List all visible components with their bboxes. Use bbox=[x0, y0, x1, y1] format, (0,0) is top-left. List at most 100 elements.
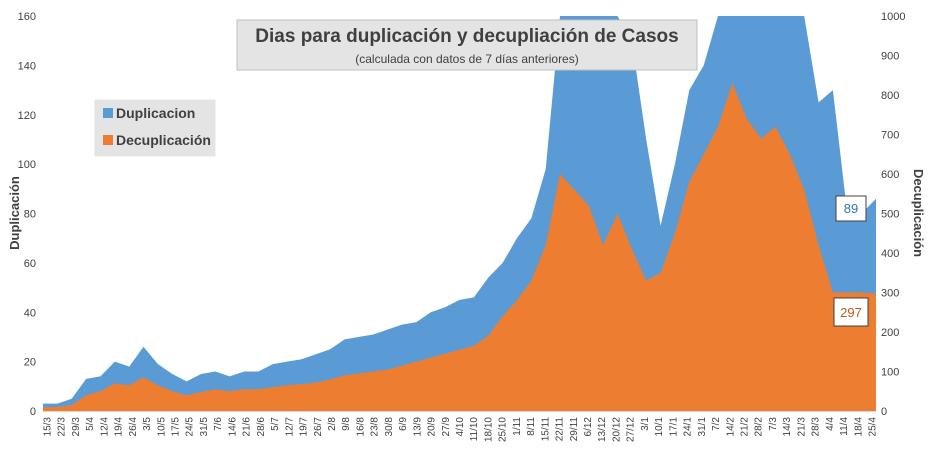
x-tick-label: 9/8 bbox=[341, 417, 352, 431]
x-tick-label: 6/12 bbox=[583, 417, 594, 437]
x-tick-label: 27/9 bbox=[441, 417, 452, 437]
x-tick-label: 17/1 bbox=[668, 417, 679, 437]
left-tick-label: 100 bbox=[18, 159, 36, 171]
x-tick-label: 15/11 bbox=[540, 417, 551, 442]
x-tick-label: 8/11 bbox=[526, 417, 537, 436]
x-tick-label: 24/1 bbox=[683, 417, 694, 437]
data-label-decuplicacion-box bbox=[833, 297, 869, 327]
x-tick-label: 12/4 bbox=[99, 417, 110, 437]
x-tick-label: 13/12 bbox=[597, 417, 608, 442]
x-tick-label: 7/6 bbox=[213, 417, 224, 431]
left-tick-label: 40 bbox=[24, 307, 36, 319]
x-tick-label: 5/4 bbox=[85, 417, 96, 431]
chart-title: Dias para duplicación y decupliación de … bbox=[255, 26, 678, 47]
left-tick-label: 120 bbox=[18, 110, 36, 122]
x-tick-label: 10/1 bbox=[654, 417, 665, 437]
x-tick-label: 21/3 bbox=[796, 417, 807, 437]
left-axis: 0 20 40 60 80 100 120 140 160 bbox=[18, 11, 36, 418]
x-tick-label: 28/6 bbox=[256, 417, 267, 437]
x-tick-label: 26/7 bbox=[313, 417, 324, 437]
chart-title-box bbox=[236, 19, 698, 71]
legend-swatch-duplicacion bbox=[103, 108, 113, 118]
area-series-1 bbox=[43, 83, 876, 411]
right-tick-label: 500 bbox=[881, 209, 899, 221]
x-tick-label: 20/9 bbox=[427, 417, 438, 437]
x-axis: 15/3 22/3 29/3 5/4 12/4 19/4 26/4 3/5 10/5 17/5 24… bbox=[43, 411, 879, 442]
x-tick-label: 7/2 bbox=[711, 417, 722, 431]
x-tick-label: 18/10 bbox=[483, 417, 494, 442]
x-tick-label: 27/12 bbox=[626, 417, 637, 442]
x-tick-label: 21/2 bbox=[740, 417, 751, 437]
left-tick-label: 0 bbox=[30, 406, 36, 418]
x-tick-label: 23/8 bbox=[370, 417, 381, 437]
x-tick-label: 29/11 bbox=[569, 417, 580, 442]
x-tick-label: 15/3 bbox=[43, 417, 54, 437]
x-tick-label: 17/5 bbox=[171, 417, 182, 437]
x-tick-label: 30/8 bbox=[384, 417, 395, 437]
right-tick-label: 600 bbox=[881, 169, 899, 181]
legend-box bbox=[94, 99, 216, 157]
x-tick-label: 16/8 bbox=[355, 417, 366, 437]
x-tick-label: 18/4 bbox=[853, 417, 864, 437]
x-tick-label: 14/6 bbox=[227, 417, 238, 437]
x-tick-label: 3/5 bbox=[142, 417, 153, 431]
x-tick-label: 28/3 bbox=[811, 417, 822, 437]
x-tick-label: 5/7 bbox=[270, 417, 281, 431]
data-label-decuplicacion: 297 bbox=[833, 297, 869, 327]
left-tick-label: 160 bbox=[18, 11, 36, 23]
x-tick-label: 10/5 bbox=[156, 417, 167, 437]
right-tick-label: 200 bbox=[881, 327, 899, 339]
chart-areas bbox=[43, 16, 876, 411]
x-tick-label: 22/11 bbox=[555, 417, 566, 442]
left-tick-label: 60 bbox=[24, 258, 36, 270]
x-tick-label: 26/4 bbox=[128, 417, 139, 437]
legend-swatch-decuplicacion bbox=[103, 135, 113, 145]
x-tick-label: 2/8 bbox=[327, 417, 338, 431]
x-tick-label: 1/11 bbox=[512, 417, 523, 436]
x-tick-label: 31/1 bbox=[697, 417, 708, 437]
x-tick-label: 6/9 bbox=[398, 417, 409, 431]
x-tick-label: 22/3 bbox=[57, 417, 68, 437]
x-tick-label: 20/12 bbox=[612, 417, 623, 442]
right-tick-label: 700 bbox=[881, 130, 899, 142]
right-tick-label: 300 bbox=[881, 288, 899, 300]
x-tick-label: 11/10 bbox=[469, 417, 480, 442]
data-label-decuplicacion-text: 297 bbox=[840, 305, 862, 320]
right-tick-label: 1000 bbox=[881, 11, 905, 23]
data-label-duplicacion: 89 bbox=[835, 195, 867, 222]
x-tick-label: 25/10 bbox=[498, 417, 509, 442]
x-tick-label: 11/4 bbox=[839, 417, 850, 436]
left-tick-label: 140 bbox=[18, 60, 36, 72]
x-tick-label: 12/7 bbox=[284, 417, 295, 437]
legend: Duplicacion Decuplicación bbox=[94, 99, 216, 157]
data-label-duplicacion-box bbox=[835, 195, 867, 222]
x-tick-label: 24/5 bbox=[185, 417, 196, 437]
right-tick-label: 0 bbox=[881, 406, 887, 418]
x-tick-label: 3/1 bbox=[640, 417, 651, 431]
x-tick-label: 7/3 bbox=[768, 417, 779, 431]
right-axis-title: Decuplicación bbox=[911, 169, 926, 257]
chart-subtitle: (calculada con datos de 7 días anteriore… bbox=[355, 52, 578, 66]
x-tick-label: 4/10 bbox=[455, 417, 466, 437]
x-tick-label: 14/3 bbox=[782, 417, 793, 437]
right-tick-label: 800 bbox=[881, 90, 899, 102]
x-tick-label: 21/6 bbox=[242, 417, 253, 437]
data-label-duplicacion-text: 89 bbox=[844, 201, 858, 216]
x-tick-label: 13/9 bbox=[412, 417, 423, 437]
x-tick-label: 19/7 bbox=[299, 417, 310, 437]
left-tick-label: 20 bbox=[24, 357, 36, 369]
x-tick-label: 28/2 bbox=[754, 417, 765, 437]
chart-title-block: Dias para duplicación y decupliación de … bbox=[236, 19, 698, 71]
left-tick-label: 80 bbox=[24, 209, 36, 221]
right-tick-label: 100 bbox=[881, 367, 899, 379]
right-tick-label: 400 bbox=[881, 248, 899, 260]
right-tick-label: 900 bbox=[881, 51, 899, 63]
legend-label-duplicacion: Duplicacion bbox=[116, 105, 195, 121]
left-axis-title: Duplicación bbox=[7, 176, 22, 250]
x-tick-label: 31/5 bbox=[199, 417, 210, 437]
x-tick-label: 19/4 bbox=[114, 417, 125, 437]
legend-label-decuplicacion: Decuplicación bbox=[116, 132, 211, 148]
right-axis: 0 100 200 300 400 500 600 700 800 900 1000 bbox=[881, 11, 905, 418]
x-tick-label: 14/2 bbox=[725, 417, 736, 437]
